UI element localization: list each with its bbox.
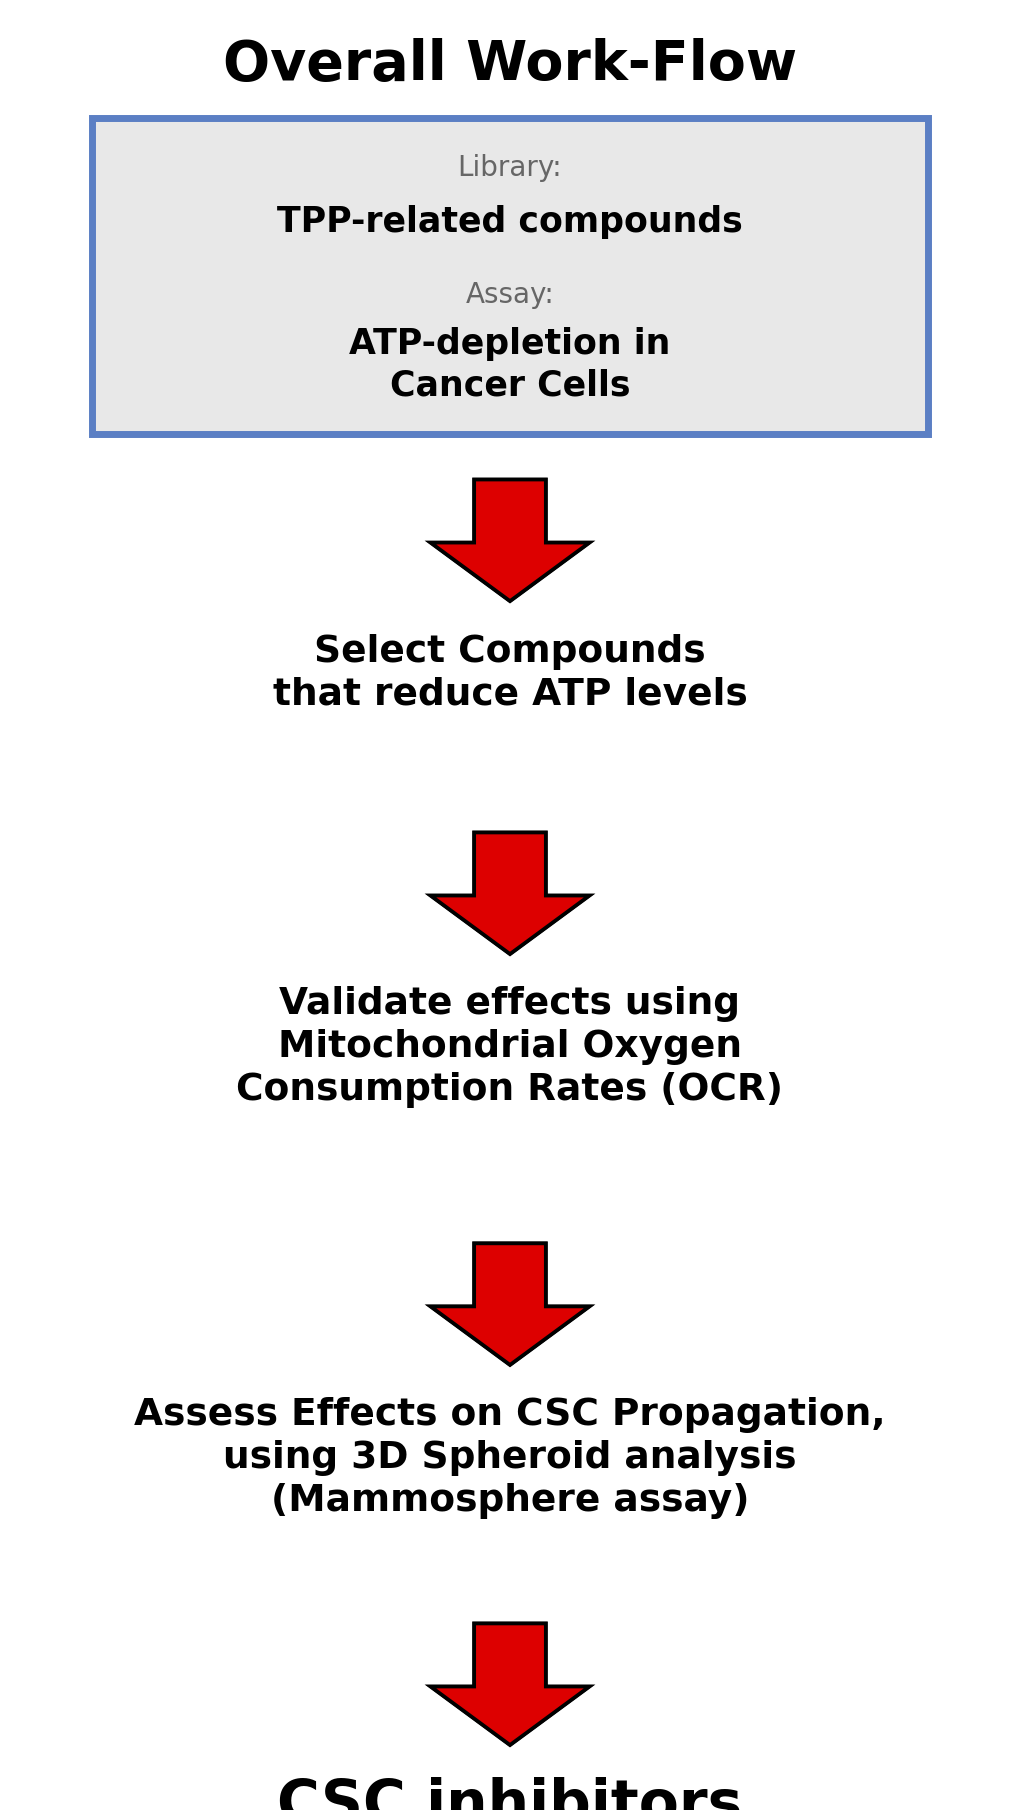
Text: TPP-related compounds: TPP-related compounds <box>277 205 742 239</box>
FancyBboxPatch shape <box>92 118 927 434</box>
Text: Assess Effects on CSC Propagation,
using 3D Spheroid analysis
(Mammosphere assay: Assess Effects on CSC Propagation, using… <box>135 1397 884 1519</box>
Polygon shape <box>431 1624 589 1745</box>
Polygon shape <box>431 1243 589 1365</box>
Polygon shape <box>431 1624 589 1745</box>
Polygon shape <box>431 833 589 954</box>
Polygon shape <box>431 480 589 601</box>
Polygon shape <box>431 1243 589 1365</box>
Text: Validate effects using
Mitochondrial Oxygen
Consumption Rates (OCR): Validate effects using Mitochondrial Oxy… <box>236 986 783 1108</box>
Text: ATP-depletion in
Cancer Cells: ATP-depletion in Cancer Cells <box>348 326 671 404</box>
Text: Assay:: Assay: <box>465 281 554 310</box>
Polygon shape <box>431 833 589 954</box>
Text: Select Compounds
that reduce ATP levels: Select Compounds that reduce ATP levels <box>272 634 747 713</box>
Text: Library:: Library: <box>458 154 561 183</box>
Text: Overall Work-Flow: Overall Work-Flow <box>223 38 796 92</box>
Text: CSC inhibitors: CSC inhibitors <box>277 1777 742 1810</box>
Polygon shape <box>431 480 589 601</box>
